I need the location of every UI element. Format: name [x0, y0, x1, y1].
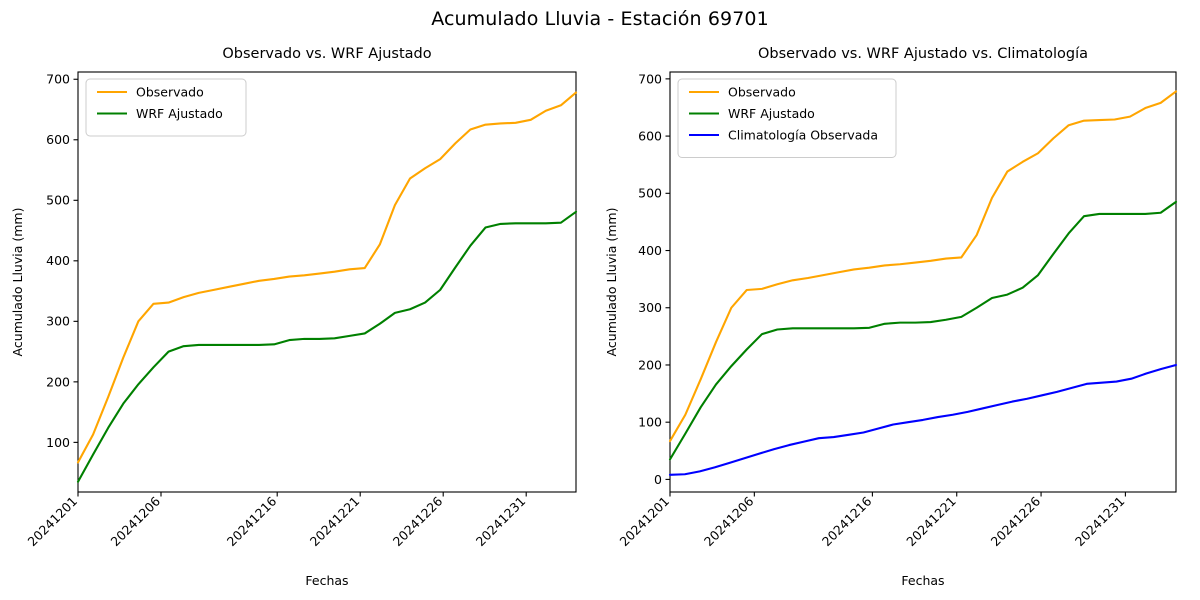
subplot-title: Observado vs. WRF Ajustado vs. Climatolo… — [758, 46, 1088, 62]
legend-box — [85, 78, 247, 137]
x-axis-tick-label: 20241221 — [903, 494, 959, 550]
x-axis-tick-label: 20241226 — [988, 493, 1044, 549]
subplot-right-svg: Observado vs. WRF Ajustado vs. Climatolo… — [604, 46, 1178, 588]
plot-frame — [77, 71, 577, 493]
legend-label: Observado — [136, 84, 204, 99]
y-axis-tick-label: 100 — [638, 415, 662, 430]
x-axis-tick-label: 20241221 — [307, 494, 363, 550]
y-axis-tick-label: 300 — [46, 314, 70, 329]
x-axis-tick-label: 20241201 — [617, 494, 673, 550]
y-axis-tick-label: 600 — [638, 128, 662, 143]
legend-label: WRF Ajustado — [728, 106, 815, 121]
x-axis-label: Fechas — [305, 573, 348, 588]
x-axis-tick-label: 20241231 — [473, 494, 529, 550]
y-axis-tick-label: 400 — [46, 253, 70, 268]
y-axis-tick-label: 700 — [638, 71, 662, 86]
y-axis-tick-label: 200 — [46, 374, 70, 389]
series-line — [76, 91, 578, 464]
y-axis-tick-label: 0 — [654, 472, 662, 487]
y-axis-tick-label: 200 — [638, 357, 662, 372]
legend-label: Climatología Observada — [728, 127, 878, 142]
series-line — [668, 90, 1178, 443]
x-axis-tick-label: 20241216 — [819, 493, 875, 549]
subplot-right: Observado vs. WRF Ajustado vs. Climatolo… — [600, 0, 1200, 600]
series-line — [668, 200, 1178, 461]
x-axis-tick-label: 20241206 — [701, 493, 757, 549]
subplot-left: Observado vs. WRF Ajustado 100 200 300 400 50… — [10, 46, 578, 588]
plot-frame — [669, 71, 1177, 493]
x-axis-label: Fechas — [901, 573, 944, 588]
x-axis-tick-label: 20241216 — [224, 493, 280, 549]
legend-box — [677, 78, 897, 158]
y-axis-tick-label: 500 — [46, 193, 70, 208]
x-axis-tick-label: 20241226 — [390, 493, 446, 549]
y-axis-label: Acumulado Lluvia (mm) — [604, 208, 619, 357]
y-axis-tick-label: 600 — [46, 132, 70, 147]
y-axis-tick-label: 400 — [638, 243, 662, 258]
x-axis-tick-label: 20241206 — [108, 493, 164, 549]
y-axis-tick-label: 100 — [46, 435, 70, 450]
subplot-title: Observado vs. WRF Ajustado — [222, 46, 431, 62]
subplot-left-svg: Observado vs. WRF Ajustado 100 200 300 400 50… — [10, 46, 578, 588]
series-line — [76, 210, 578, 483]
x-axis-tick-label: 20241201 — [25, 494, 81, 550]
series-line — [668, 363, 1178, 476]
x-axis-tick-label: 20241231 — [1072, 494, 1128, 550]
y-axis-tick-label: 300 — [638, 300, 662, 315]
legend-label: Observado — [728, 84, 796, 99]
legend-label: WRF Ajustado — [136, 106, 223, 121]
y-axis-tick-label: 700 — [46, 72, 70, 87]
y-axis-label: Acumulado Lluvia (mm) — [10, 208, 25, 357]
y-axis-tick-label: 500 — [638, 186, 662, 201]
figure-title: Acumulado Lluvia - Estación 69701 — [431, 8, 769, 30]
